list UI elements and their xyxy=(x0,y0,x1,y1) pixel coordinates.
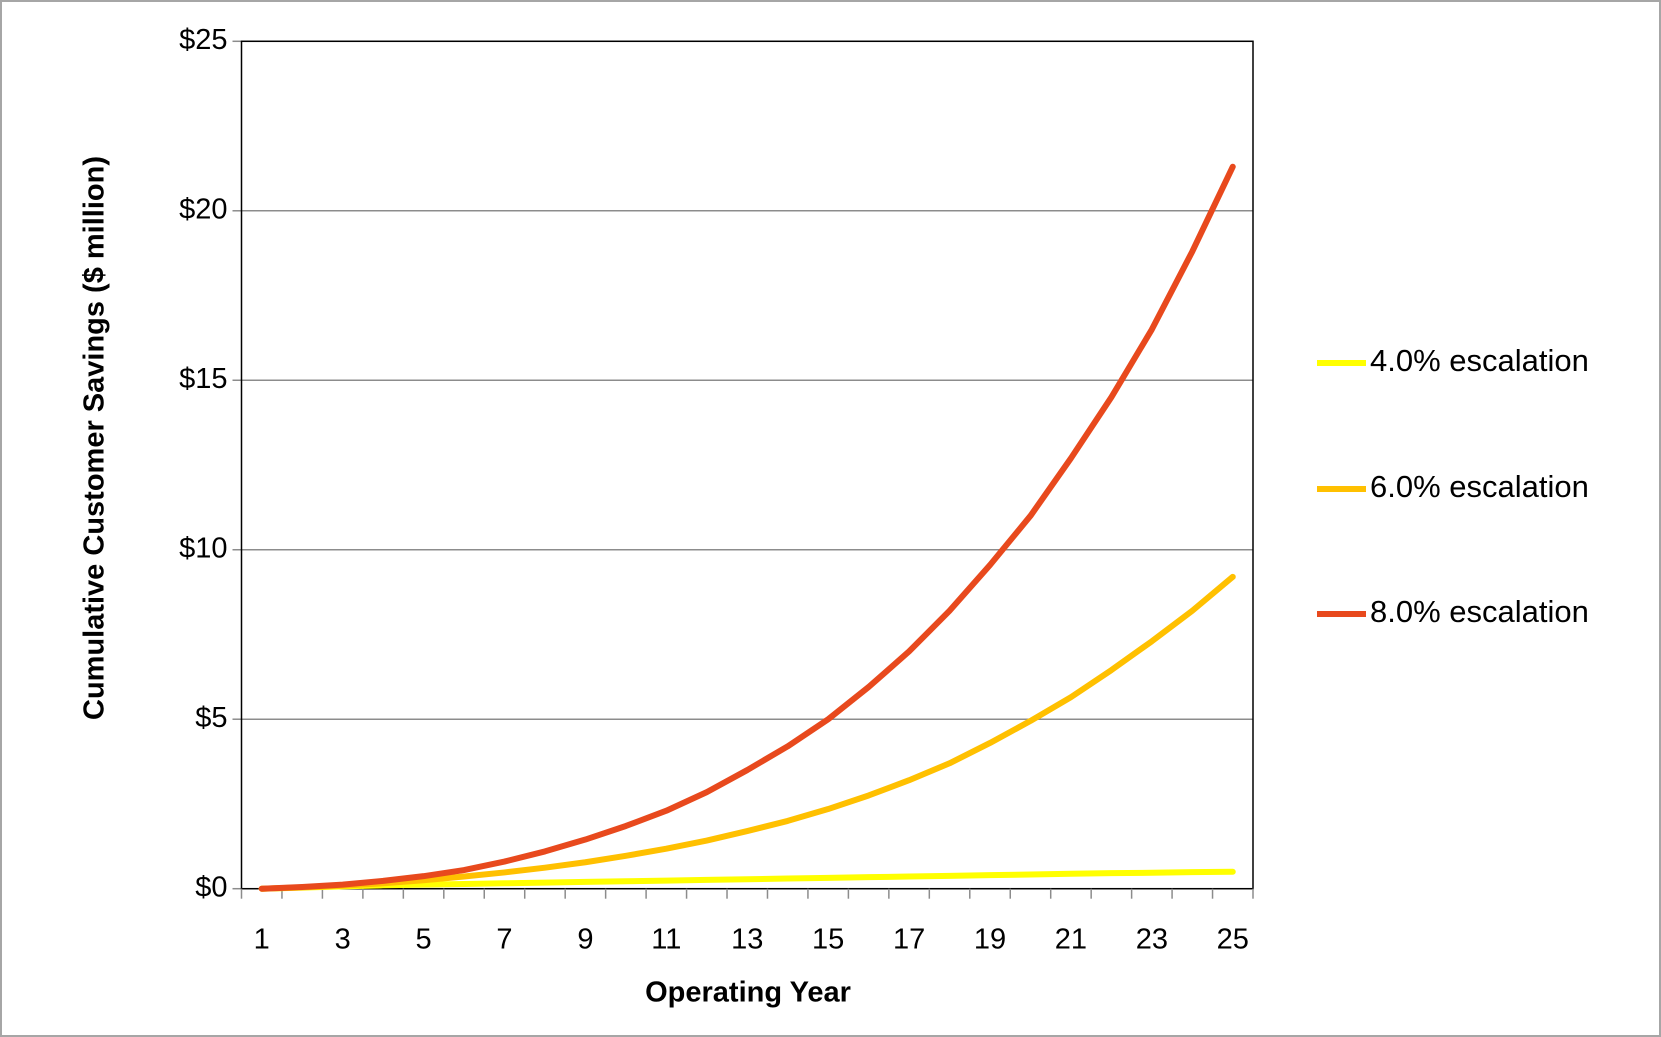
x-tick-label: 23 xyxy=(1136,923,1168,955)
x-tick-label: 13 xyxy=(731,923,763,955)
y-tick-label: $5 xyxy=(195,702,227,734)
legend-label: 4.0% escalation xyxy=(1370,343,1589,378)
x-tick-label: 7 xyxy=(496,923,512,955)
x-tick-label: 9 xyxy=(577,923,593,955)
series-line xyxy=(258,868,1236,892)
series-line xyxy=(258,163,1236,892)
x-tick-label: 11 xyxy=(651,923,681,955)
y-tick-label: $10 xyxy=(179,532,227,564)
y-tick-label: $15 xyxy=(179,363,227,395)
x-axis-title: Operating Year xyxy=(645,977,851,1009)
x-tick-label: 21 xyxy=(1055,923,1087,955)
x-tick-label: 17 xyxy=(893,923,925,955)
y-tick-label: $25 xyxy=(179,24,227,56)
x-tick-label: 5 xyxy=(415,923,431,955)
x-tick-label: 3 xyxy=(335,923,351,955)
x-tick-label: 1 xyxy=(254,923,270,955)
y-tick-label: $20 xyxy=(179,193,227,225)
plot-border xyxy=(240,40,1254,890)
x-tick-label: 25 xyxy=(1217,923,1249,955)
legend-label: 8.0% escalation xyxy=(1370,594,1589,629)
y-axis-title: Cumulative Customer Savings ($ million) xyxy=(79,156,111,720)
x-tick-label: 15 xyxy=(812,923,844,955)
series-line xyxy=(258,573,1236,892)
x-tick-label: 19 xyxy=(974,923,1006,955)
y-tick-label: $0 xyxy=(195,871,227,903)
legend-label: 6.0% escalation xyxy=(1370,469,1589,504)
